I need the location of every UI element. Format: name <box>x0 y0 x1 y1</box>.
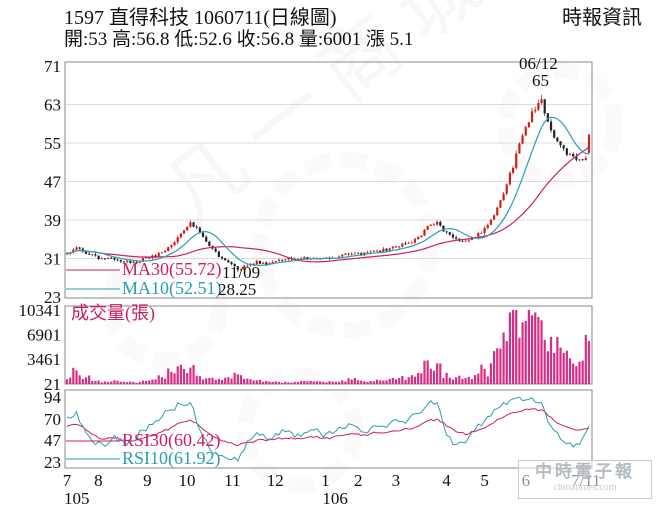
ma30-legend-label: MA30(55.72) <box>122 259 222 279</box>
month-tick-label: 9 <box>143 471 152 490</box>
annotation-low-value: 28.25 <box>218 280 257 299</box>
month-tick-label: 10 <box>179 471 196 490</box>
ohlc-quote-line: 開:53 高:56.8 低:52.6 收:56.8 量:6001 漲 5.1 <box>64 29 414 50</box>
rsi-tick-label: 47 <box>44 431 62 450</box>
price-tick-label: 71 <box>44 57 61 76</box>
price-tick-label: 31 <box>44 250 61 269</box>
price-tick-label: 63 <box>44 96 61 115</box>
year-tick-label: 106 <box>322 489 348 508</box>
month-tick-label: 8 <box>94 471 103 490</box>
ma10-legend-label: MA10(52.51) <box>122 278 222 298</box>
site-watermark-brand: 中時電子報 <box>535 462 635 481</box>
year-tick-label: 105 <box>64 489 90 508</box>
month-tick-label: 1 <box>321 471 330 490</box>
month-tick-label: 12 <box>267 471 284 490</box>
background-emblem-icon <box>252 152 438 338</box>
volume-tick-label: 21 <box>44 375 61 394</box>
annotation-high-date: 06/12 <box>519 54 558 73</box>
month-tick-label: 3 <box>392 471 401 490</box>
rsi10-legend-label: RSI10(61.92) <box>122 448 221 468</box>
rsi-tick-label: 70 <box>44 410 61 429</box>
month-tick-label: 7 <box>63 471 72 490</box>
rsi30-line <box>66 408 590 447</box>
annotation-low-date: 11/09 <box>222 263 261 282</box>
price-tick-label: 47 <box>44 173 62 192</box>
month-tick-label: 5 <box>480 471 489 490</box>
volume-tick-label: 10341 <box>19 301 62 320</box>
month-tick-label: 11 <box>224 471 240 490</box>
rsi-tick-label: 23 <box>44 453 61 472</box>
site-watermark: 中時電子報 chinatimes.com <box>518 460 652 499</box>
price-tick-label: 39 <box>44 211 61 230</box>
data-provider-label: 時報資訊 <box>562 7 642 29</box>
background-emblem-icon <box>497 62 623 188</box>
annotation-high-value: 65 <box>532 71 549 90</box>
site-watermark-domain: chinatimes.com <box>553 482 617 493</box>
price-tick-label: 55 <box>44 134 61 153</box>
volume-tick-label: 6901 <box>27 326 61 345</box>
chart-title: 1597 直得科技 1060711(日線圖) <box>64 7 337 29</box>
rsi10-line <box>66 396 590 463</box>
volume-tick-label: 3461 <box>27 350 61 369</box>
rsi-tick-label: 94 <box>44 388 62 407</box>
rsi30-legend-label: RSI30(60.42) <box>122 430 221 450</box>
month-tick-label: 4 <box>442 471 451 490</box>
month-tick-label: 2 <box>354 471 363 490</box>
ma10-line <box>66 116 590 266</box>
ma30-line <box>66 146 590 263</box>
volume-panel-label: 成交量(張) <box>71 303 155 323</box>
candlesticks <box>65 94 591 272</box>
price-tick-label: 23 <box>44 288 61 307</box>
volume-bars <box>65 310 591 384</box>
background-emblem-icon <box>237 367 363 493</box>
